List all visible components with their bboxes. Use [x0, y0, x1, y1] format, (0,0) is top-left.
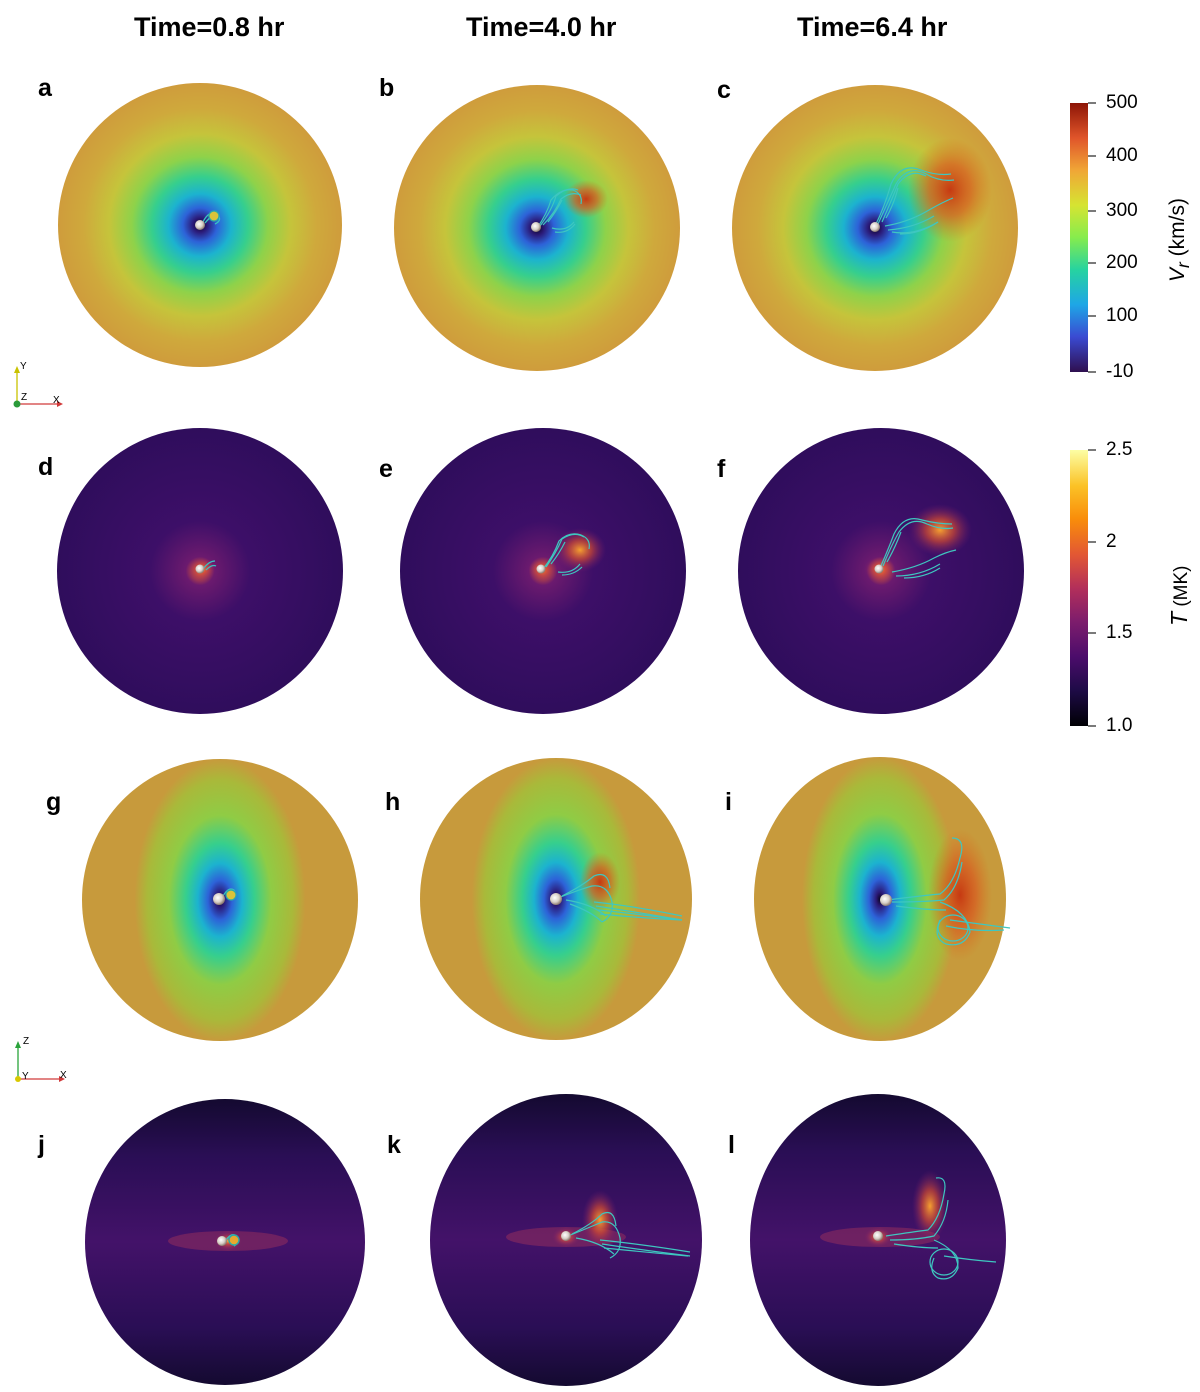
flux-rope-i — [887, 837, 1011, 946]
panel-letter-j: j — [38, 1131, 45, 1159]
flux-rope-f — [879, 518, 957, 579]
panel-letter-b: b — [379, 74, 395, 102]
triad-xz-out-label: Y — [22, 1071, 29, 1082]
panel-h — [420, 758, 692, 1040]
flux-rope-h — [557, 873, 683, 923]
panel-e — [400, 428, 686, 714]
flux-rope-l — [885, 1177, 997, 1280]
flux-rope-k — [567, 1211, 691, 1259]
colorbar-vr-tick-400: 400 — [1106, 145, 1138, 166]
cme-front-i — [928, 829, 992, 961]
panel-f — [738, 428, 1024, 714]
sun-j — [217, 1236, 227, 1246]
sun-i — [880, 894, 892, 906]
triad-xy-right-label: X — [53, 395, 60, 406]
panel-i — [754, 757, 1011, 1041]
colorbar-vr-label: Vr (km/s) — [1166, 198, 1194, 282]
sun-e — [536, 564, 546, 574]
panel-letter-a: a — [38, 74, 52, 102]
colorbar-temp — [1070, 449, 1096, 727]
colorbar-vr-tick-200: 200 — [1106, 252, 1138, 273]
panel-j — [85, 1099, 365, 1385]
colorbar-temp-tick-2: 2 — [1106, 531, 1117, 552]
column-title-2: Time=4.0 hr — [466, 12, 617, 42]
sun-g — [213, 893, 225, 905]
triad-xz-up-label: Z — [23, 1036, 30, 1047]
panel-g — [82, 759, 358, 1041]
panel-letter-c: c — [717, 76, 731, 104]
flux-rope-g — [221, 888, 237, 901]
panel-letter-d: d — [38, 453, 54, 481]
colorbar-temp-ramp — [1070, 450, 1088, 726]
panel-b — [394, 85, 680, 371]
triad-xy-up-label: Y — [20, 361, 27, 372]
colorbar-temp-tick-2.5: 2.5 — [1106, 439, 1133, 460]
sun-b — [531, 222, 541, 232]
axes-triad-xy — [13, 366, 63, 408]
panel-c — [732, 85, 1018, 371]
flux-rope-c — [874, 167, 955, 235]
colorbar-vr-tick-100: 100 — [1106, 305, 1138, 326]
panel-d — [57, 428, 343, 714]
panel-letter-i: i — [725, 788, 732, 816]
panel-k — [430, 1094, 702, 1386]
sun-h — [550, 893, 562, 905]
colorbar-vr-tick-min: -10 — [1106, 361, 1134, 382]
colorbar-vr-ramp — [1070, 103, 1088, 372]
colorbar-temp-tick-1.0: 1.0 — [1106, 715, 1133, 736]
cme-front-b — [564, 180, 608, 218]
sun-d — [195, 564, 205, 574]
column-title-1: Time=0.8 hr — [134, 12, 285, 42]
colorbar-vr-tick-300: 300 — [1106, 200, 1138, 221]
flux-rope-a — [202, 210, 221, 225]
colorbar-vr-tick-500: 500 — [1106, 92, 1138, 113]
panel-a — [58, 83, 342, 367]
sun-c — [870, 222, 880, 232]
panel-letter-h: h — [385, 788, 401, 816]
flux-rope-j — [225, 1233, 240, 1247]
panel-letter-e: e — [379, 455, 393, 483]
colorbar-temp-label: T (MK) — [1166, 565, 1192, 627]
panel-letter-l: l — [728, 1131, 735, 1159]
panel-l — [750, 1094, 1006, 1386]
axes-triad-xz — [15, 1041, 65, 1082]
sun-f — [874, 564, 884, 574]
flux-rope-e — [542, 533, 590, 576]
cme-front-c — [908, 138, 992, 242]
flux-rope-b — [536, 188, 582, 233]
sun-a — [195, 220, 205, 230]
sun-k — [561, 1231, 571, 1241]
panel-letter-f: f — [717, 455, 726, 483]
triad-xz-right-label: X — [60, 1070, 67, 1081]
triad-xy-out-label: Z — [21, 392, 28, 403]
panel-letter-k: k — [387, 1131, 401, 1159]
column-title-3: Time=6.4 hr — [797, 12, 948, 42]
colorbar-temp-tick-1.5: 1.5 — [1106, 622, 1133, 643]
panel-letter-g: g — [46, 788, 62, 816]
sun-l — [873, 1231, 883, 1241]
colorbar-vr — [1070, 102, 1096, 373]
